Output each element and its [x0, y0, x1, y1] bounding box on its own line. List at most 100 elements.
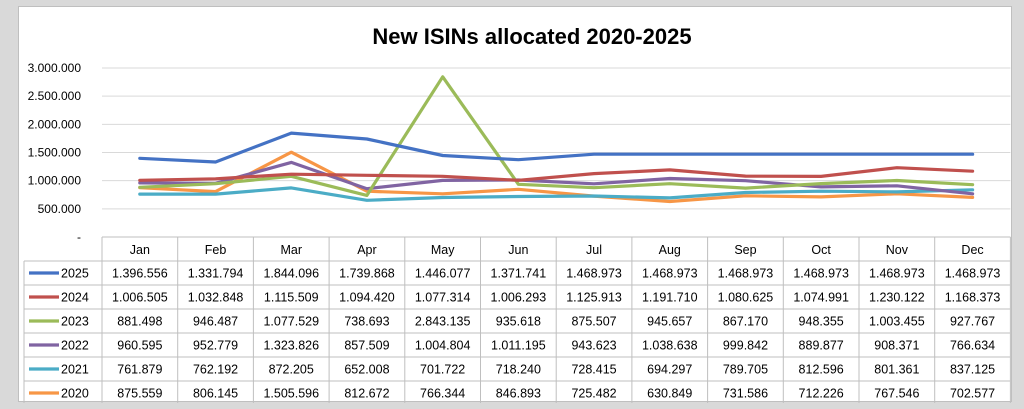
data-label: 846.893 [496, 387, 541, 401]
x-tick-label: Feb [205, 243, 227, 257]
data-label: 867.170 [723, 315, 768, 329]
data-label: 881.498 [117, 315, 162, 329]
x-tick-label: Oct [811, 243, 831, 257]
data-label: 1.077.314 [415, 291, 471, 305]
data-label: 943.623 [571, 339, 616, 353]
data-label: 812.596 [799, 363, 844, 377]
legend-label: 2025 [61, 267, 89, 281]
data-label: 630.849 [647, 387, 692, 401]
data-label: 1.080.625 [718, 291, 774, 305]
data-label: 1.011.195 [491, 339, 546, 353]
chart-title: New ISINs allocated 2020-2025 [372, 24, 691, 49]
legend-label: 2024 [61, 291, 89, 305]
data-label: 960.595 [117, 339, 162, 353]
data-label: 1.006.293 [491, 291, 547, 305]
y-tick-label: 3.000.000 [28, 61, 82, 75]
data-label: 1.074.991 [793, 291, 849, 305]
data-label: 728.415 [571, 363, 616, 377]
data-label: 1.323.826 [263, 339, 319, 353]
series-line-2021 [138, 186, 975, 202]
data-label: 766.634 [950, 339, 995, 353]
data-label: 1.739.868 [339, 267, 395, 281]
data-label: 1.115.509 [264, 291, 319, 305]
data-label: 767.546 [874, 387, 919, 401]
data-label: 875.507 [571, 315, 616, 329]
data-label: 738.693 [344, 315, 389, 329]
y-tick-label: 1.000.000 [28, 174, 82, 188]
data-label: 1.468.973 [945, 267, 1001, 281]
y-tick-label: 500.000 [38, 202, 82, 216]
data-label: 701.722 [420, 363, 465, 377]
data-label: 1.844.096 [263, 267, 319, 281]
series-line-2025 [138, 131, 975, 164]
data-label: 1.230.122 [869, 291, 925, 305]
data-label: 1.077.529 [263, 315, 319, 329]
data-label: 1.468.973 [793, 267, 849, 281]
chart-area: New ISINs allocated 2020-2025 - 500.000 1.… [18, 6, 1012, 403]
data-label: 908.371 [874, 339, 919, 353]
y-tick-label: 2.500.000 [28, 89, 82, 103]
data-label: 952.779 [193, 339, 238, 353]
x-tick-label: Jun [508, 243, 528, 257]
data-label: 1.003.455 [869, 315, 925, 329]
x-tick-label: Jul [586, 243, 602, 257]
data-label: 999.842 [723, 339, 768, 353]
data-label: 948.355 [799, 315, 844, 329]
x-tick-label: Jan [130, 243, 150, 257]
x-tick-label: Dec [961, 243, 983, 257]
data-label: 1.446.077 [415, 267, 471, 281]
data-label: 889.877 [799, 339, 844, 353]
data-label: 875.559 [117, 387, 162, 401]
data-label: 806.145 [193, 387, 238, 401]
data-label: 2.843.135 [415, 315, 471, 329]
data-label: 1.191.710 [642, 291, 698, 305]
data-label: 945.657 [647, 315, 692, 329]
x-tick-label: Sep [734, 243, 756, 257]
legend-label: 2021 [61, 363, 89, 377]
y-tick-label: - [77, 230, 81, 244]
chart-svg: New ISINs allocated 2020-2025 - 500.000 1.… [23, 24, 1011, 403]
data-label: 1.468.973 [869, 267, 925, 281]
x-tick-label: Apr [357, 243, 376, 257]
data-label: 1.004.804 [415, 339, 471, 353]
series-lines [138, 75, 975, 204]
data-label: 652.008 [344, 363, 389, 377]
series-line-2020 [138, 150, 975, 204]
legend-label: 2020 [61, 387, 89, 401]
data-label: 766.344 [420, 387, 465, 401]
data-label: 1.331.794 [188, 267, 244, 281]
y-tick-label: 1.500.000 [28, 146, 82, 160]
series-line-2023 [138, 75, 975, 197]
x-tick-label: Nov [886, 243, 909, 257]
data-label: 762.192 [193, 363, 238, 377]
legend-label: 2023 [61, 315, 89, 329]
data-label: 1.371.741 [491, 267, 547, 281]
data-label: 1.125.913 [566, 291, 622, 305]
data-table: Jan Feb Mar Apr May Jun Jul Aug Sep Oct Nov Dec 2025… [23, 236, 1011, 403]
y-tick-label: 2.000.000 [28, 117, 82, 131]
data-label: 1.468.973 [566, 267, 622, 281]
data-label: 761.879 [117, 363, 162, 377]
data-label: 927.767 [950, 315, 995, 329]
data-label: 1.468.973 [642, 267, 698, 281]
data-label: 801.361 [874, 363, 919, 377]
series-line-2022 [138, 160, 975, 196]
legend-label: 2022 [61, 339, 89, 353]
data-label: 946.487 [193, 315, 238, 329]
data-label: 1.006.505 [112, 291, 168, 305]
data-label: 718.240 [496, 363, 541, 377]
x-tick-label: Mar [280, 243, 302, 257]
data-label: 725.482 [571, 387, 616, 401]
data-label: 1.505.596 [263, 387, 319, 401]
data-label: 1.468.973 [718, 267, 774, 281]
data-label: 731.586 [723, 387, 768, 401]
data-label: 872.205 [269, 363, 314, 377]
data-label: 812.672 [344, 387, 389, 401]
x-tick-label: May [431, 243, 455, 257]
data-label: 1.032.848 [188, 291, 244, 305]
data-label: 702.577 [950, 387, 995, 401]
data-label: 837.125 [950, 363, 995, 377]
data-label: 789.705 [723, 363, 768, 377]
data-label: 857.509 [344, 339, 389, 353]
data-label: 1.094.420 [339, 291, 395, 305]
